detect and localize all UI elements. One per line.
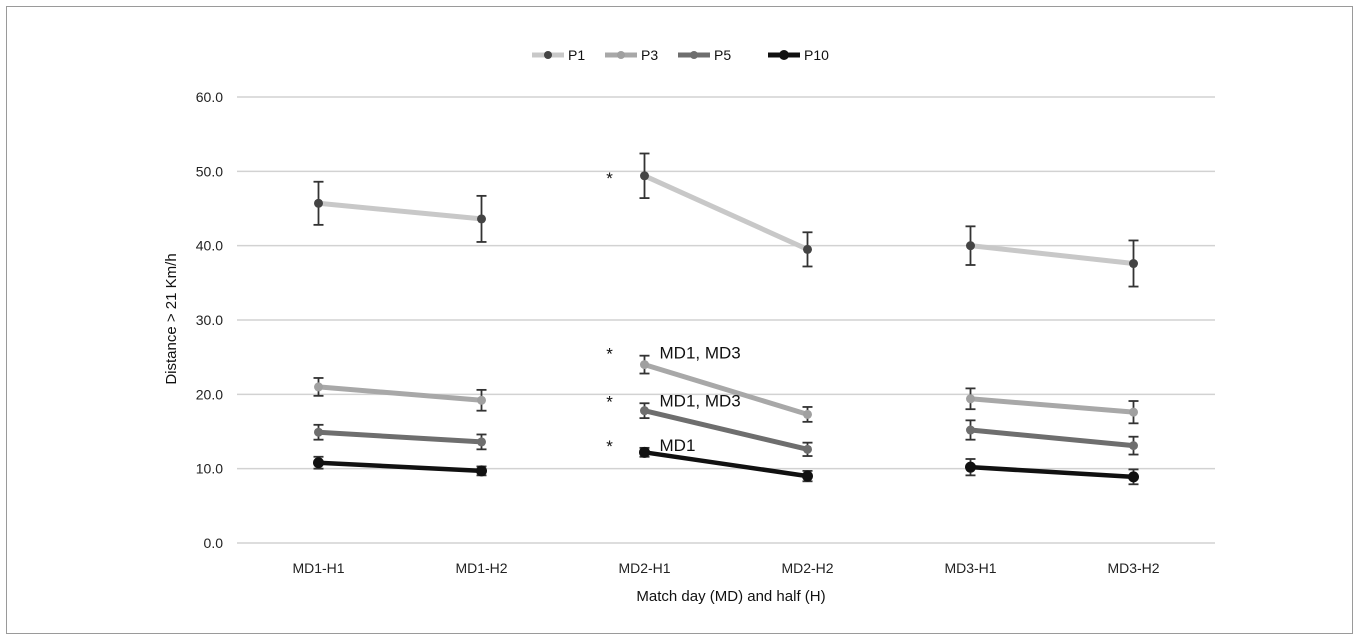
legend: P1 P3 P5 P10 — [532, 47, 829, 63]
y-tick-labels: 0.0 10.0 20.0 30.0 40.0 50.0 60.0 — [196, 89, 223, 551]
x-tick-label: MD2-H1 — [618, 560, 670, 576]
data-point — [1128, 471, 1139, 483]
data-point — [476, 465, 487, 477]
x-tick-labels: MD1-H1 MD1-H2 MD2-H1 MD2-H2 MD3-H1 MD3-H2 — [292, 560, 1159, 576]
data-point — [802, 470, 813, 482]
x-tick-label: MD3-H2 — [1107, 560, 1159, 576]
data-point — [640, 406, 649, 416]
legend-swatch-marker — [690, 51, 698, 59]
legend-item-p3: P3 — [605, 47, 658, 63]
legend-swatch-marker — [617, 51, 625, 59]
y-tick-label: 10.0 — [196, 461, 223, 477]
series-line — [642, 362, 810, 417]
data-point — [477, 214, 486, 224]
data-point — [966, 241, 975, 251]
x-tick-label: MD1-H2 — [455, 560, 507, 576]
data-point — [803, 244, 812, 254]
annotation-label: MD1, MD3 — [660, 391, 741, 410]
y-tick-label: 60.0 — [196, 89, 223, 105]
series-line — [642, 450, 810, 479]
data-point — [1129, 407, 1138, 417]
y-tick-label: 40.0 — [196, 238, 223, 254]
y-tick-label: 0.0 — [204, 535, 224, 551]
series-line — [968, 464, 1136, 480]
series-line — [642, 173, 810, 252]
legend-label: P3 — [641, 47, 658, 63]
gridlines — [237, 96, 1215, 544]
data-point — [477, 437, 486, 447]
series-line — [316, 460, 484, 474]
y-tick-label: 20.0 — [196, 386, 223, 402]
series-line — [968, 243, 1136, 267]
legend-swatch-marker — [779, 50, 789, 60]
data-point — [803, 409, 812, 419]
annotations: * * MD1, MD3 * MD1, MD3 * MD1 — [606, 169, 741, 456]
x-axis-title: Match day (MD) and half (H) — [636, 588, 825, 605]
x-tick-label: MD2-H2 — [781, 560, 833, 576]
data-point — [639, 446, 650, 458]
data-point — [640, 171, 649, 181]
series-p10 — [313, 446, 1139, 486]
significance-marker: * — [606, 437, 613, 456]
legend-label: P10 — [804, 47, 829, 63]
data-point — [640, 360, 649, 370]
legend-label: P1 — [568, 47, 585, 63]
significance-marker: * — [606, 169, 613, 188]
legend-item-p10: P10 — [768, 47, 829, 63]
significance-marker: * — [606, 392, 613, 411]
legend-item-p1: P1 — [532, 47, 585, 63]
series-layer — [313, 152, 1139, 486]
series-line — [968, 427, 1136, 449]
data-point — [314, 382, 323, 392]
y-tick-label: 30.0 — [196, 312, 223, 328]
x-tick-label: MD1-H1 — [292, 560, 344, 576]
series-p5 — [313, 402, 1139, 457]
series-line — [968, 396, 1136, 415]
series-line — [316, 429, 484, 445]
data-point — [314, 198, 323, 208]
legend-swatch-marker — [544, 51, 552, 59]
y-tick-label: 50.0 — [196, 163, 223, 179]
series-line — [642, 408, 810, 452]
annotation-label: MD1, MD3 — [660, 344, 741, 363]
data-point — [1129, 259, 1138, 269]
series-line — [316, 200, 484, 222]
significance-marker: * — [606, 345, 613, 364]
data-point — [314, 427, 323, 437]
data-point — [313, 457, 324, 469]
data-point — [1129, 441, 1138, 451]
legend-item-p5: P5 — [678, 47, 731, 63]
data-point — [477, 395, 486, 405]
y-axis-title: Distance > 21 Km/h — [163, 253, 180, 384]
series-p1 — [313, 152, 1139, 288]
series-p3 — [313, 354, 1139, 425]
data-point — [965, 461, 976, 473]
data-point — [966, 425, 975, 435]
x-tick-label: MD3-H1 — [944, 560, 996, 576]
data-point — [803, 444, 812, 454]
series-line — [316, 384, 484, 403]
legend-label: P5 — [714, 47, 731, 63]
data-point — [966, 394, 975, 404]
annotation-label: MD1 — [660, 436, 696, 455]
